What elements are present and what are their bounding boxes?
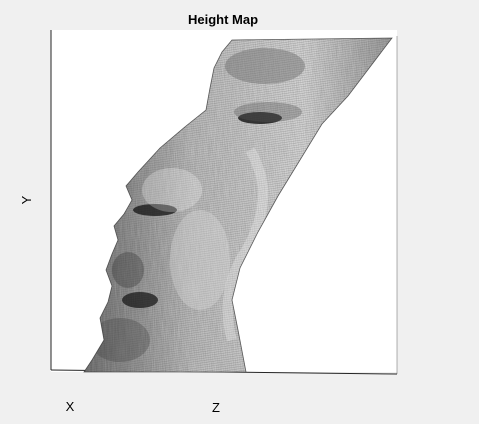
- x-axis-label: X: [66, 399, 75, 414]
- chart-title: Height Map: [188, 12, 258, 27]
- z-axis-label: Z: [212, 400, 220, 415]
- y-axis-label: Y: [19, 195, 34, 204]
